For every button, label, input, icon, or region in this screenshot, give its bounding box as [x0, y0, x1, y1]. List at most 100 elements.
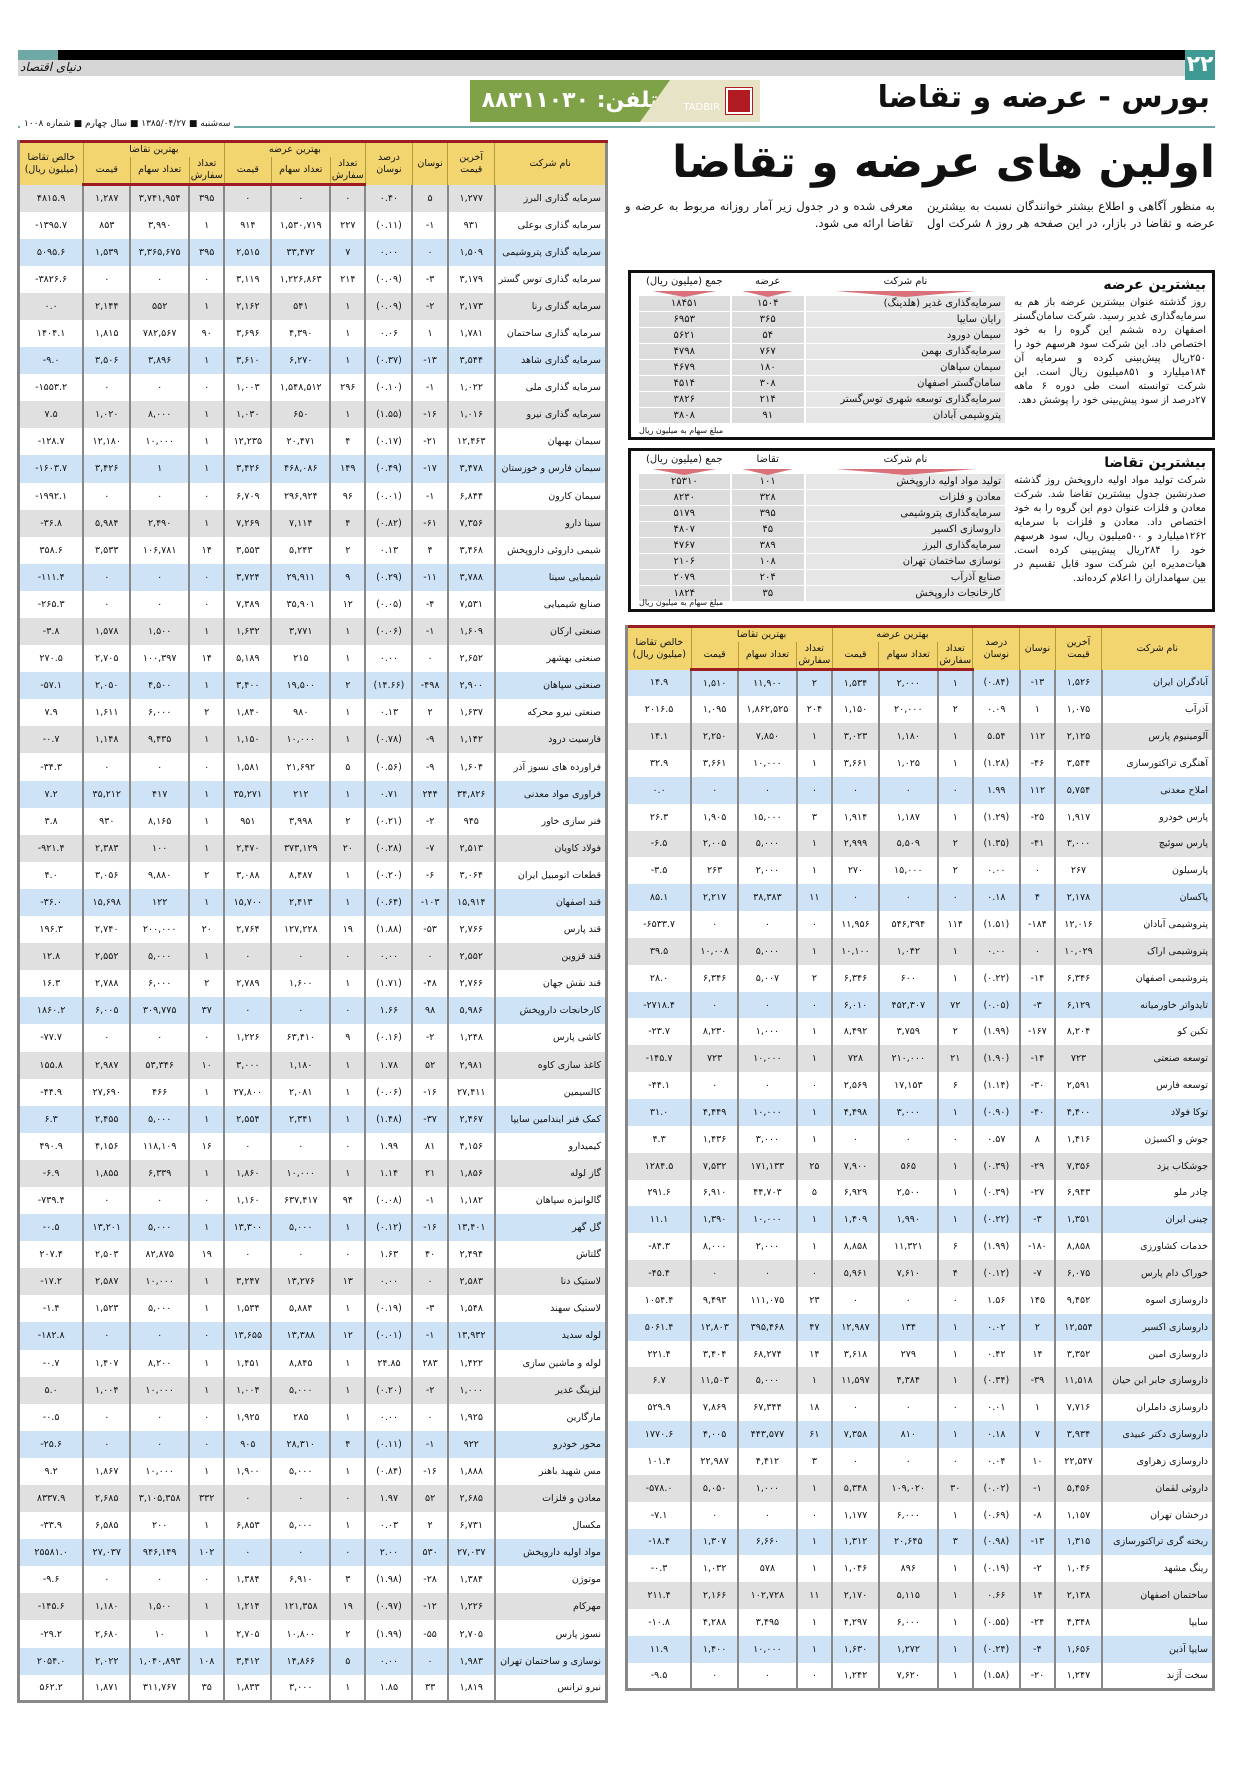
price-change: ۵: [411, 184, 448, 212]
company-name: صنایع شیمیایی: [493, 590, 607, 618]
supply-order-count: ۱: [936, 1555, 973, 1583]
demand-order-count: ۱: [795, 1555, 832, 1583]
supply-share-count: ۱۱,۳۲۱: [877, 1233, 938, 1261]
supply-order-count: ۱: [329, 888, 366, 917]
demand-share-count: ۱۰,۰۰۰: [129, 1268, 190, 1296]
price-change: ۰: [411, 645, 448, 673]
supply-share-count: ۳,۷۵۹: [877, 1018, 938, 1046]
demand-price: ۳,۵۰۶: [82, 347, 131, 375]
change-percent: (۱.۸۸): [364, 916, 413, 944]
company-name: کارخانجات داروپخش: [805, 586, 1005, 601]
supply-order-count: ۱: [936, 1582, 973, 1610]
company-name: سرمایه گذاری شاهد: [493, 347, 607, 375]
supply-share-count: ۳,۷۷۱: [270, 618, 331, 646]
company-name: پارس سوئیچ: [1100, 830, 1214, 858]
company-name: سیمان فارس و خوزستان: [493, 455, 607, 483]
change-percent: (۰.۵۵): [971, 1609, 1020, 1636]
last-price: ۱۲,۵۵۴: [1054, 1313, 1102, 1341]
last-price: ۱۲,۰۱۶: [1054, 911, 1102, 938]
demand-share-count: ۸,۲۰۰: [129, 1349, 190, 1377]
supply-order-count: ۱: [329, 645, 366, 673]
supply-share-count: ۵,۰۰۰: [270, 1214, 331, 1242]
table-row: محور خودرو ۹۲۲ -۱ (۰.۱۱) ۴ ۲۸,۳۱۰ ۹۰۵ ۰ ۰ ۰ -۲۵.۶: [17, 1430, 607, 1458]
supply-share-count: ۶۳۷,۴۱۷: [270, 1186, 331, 1215]
supply-order-count: ۲: [936, 857, 973, 885]
demand-price: ۲,۶۸۰: [82, 1620, 131, 1648]
demand-share-count: ۸,۱۶۵: [129, 807, 190, 835]
demand-share-count: ۰: [129, 1186, 190, 1215]
demand-share-count: ۱۰,۰۰۰: [737, 1045, 797, 1073]
supply-order-count: ۱: [329, 1105, 366, 1133]
net-demand: -۲۳.۷: [625, 1018, 692, 1046]
net-demand: ۷.۲: [17, 780, 84, 808]
demand-order-count: ۵: [795, 1179, 832, 1207]
supply-order-count: ۷: [329, 238, 366, 266]
table-row: کاغذ سازی کاوه ۲,۹۸۱ ۵۲ ۱.۷۸ ۱ ۱,۱۸۰ ۳,۰۰۰ ۱۰ ۵۳…: [17, 1051, 607, 1079]
net-demand: -۹۲۱.۴: [17, 834, 84, 862]
price-change: ۰: [1018, 857, 1056, 885]
net-demand: -۱۲۸.۷: [17, 428, 84, 456]
demand-order-count: ۱: [188, 1078, 225, 1106]
last-price: ۱,۰۴۶: [1054, 1555, 1102, 1583]
net-demand: -۲۵.۶: [17, 1430, 84, 1458]
demand-share-count: ۱۱۸,۱۰۹: [129, 1132, 190, 1160]
supply-price: ۰: [223, 1241, 272, 1269]
net-demand: ۵.۰: [17, 1376, 84, 1404]
company-name: پتروشیمی اراک: [1100, 937, 1214, 965]
change-percent: (۱۴.۶۶): [364, 672, 413, 700]
change-percent: (۰.۰۵): [971, 991, 1020, 1019]
demand-order-count: ۱: [188, 211, 225, 239]
demand-price: ۱,۹۰۵: [690, 803, 739, 831]
demand-price: ۱,۸۷۱: [82, 1674, 131, 1702]
table-row: ریخته گری تراکتورسازی ۱,۳۱۵ -۱۳ (۰.۹۸) ۳ ۲۰,۶…: [625, 1528, 1214, 1556]
table-row: سایپا آذین ۱,۶۵۶ -۴ (۰.۲۴) ۱ ۱,۲۷۲ ۱,۶۳۰ ۱ ۱۰,۰۰…: [625, 1635, 1214, 1663]
table-row: داروسازی اسوه ۹,۴۵۲ ۱۴۵ ۱.۵۶ ۰ ۰ ۰ ۲۳ ۱۱۱,۰۷۵ ۹,۴…: [625, 1286, 1214, 1314]
demand-share-count: ۱۰: [129, 1620, 190, 1648]
demand-share-count: ۱۰۲,۷۲۸: [737, 1582, 797, 1610]
company-name: صنعتی سپاهان: [493, 672, 607, 700]
price-change: ۹۸: [411, 997, 448, 1025]
demand-order-count: ۱: [188, 1105, 225, 1133]
supply-share-count: ۱۳,۳۸۸: [270, 1322, 331, 1350]
demand-order-count: ۱: [795, 1528, 832, 1556]
supply-share-count: ۱,۰۲۵: [877, 750, 938, 777]
company-name: فارسیت درود: [493, 726, 607, 754]
supply-price: ۵,۳۴۸: [831, 1474, 879, 1502]
table-row: فنر سازی خاور ۹۴۵ -۲ (۰.۲۱) ۲ ۳,۹۹۸ ۹۵۱ ۱ ۸,۱۶۵ ۹…: [17, 807, 607, 835]
net-demand: ۲۲۱.۴: [625, 1340, 692, 1368]
supply-share-count: ۶,۹۱۰: [270, 1566, 331, 1594]
demand-order-count: ۰: [188, 1566, 225, 1594]
demand-price: ۷۲۳: [690, 1045, 739, 1073]
supply-share-count: ۶۳,۴۱۰: [270, 1024, 331, 1052]
supply-text: روز گذشته عنوان بیشترین عرضه باز هم به س…: [1014, 297, 1206, 406]
company-name: پارس خودرو: [1100, 803, 1214, 831]
table-row: توسعه فارس ۲,۵۹۱ -۳۰ (۱.۱۴) ۶ ۱۷,۱۵۳ ۲,۵۶۹ ۰ ۰ ۰-…: [625, 1072, 1214, 1099]
demand-order-count: ۱: [188, 780, 225, 808]
demand-price: ۴,۲۸۸: [690, 1609, 739, 1636]
demand-price: ۱۰,۰۰۸: [690, 937, 739, 965]
change-percent: ۱.۶۶: [364, 997, 413, 1025]
supply-price: ۶,۸۵۳: [223, 1512, 272, 1540]
supply-order-count: ۱: [936, 1340, 973, 1368]
demand-price: ۶,۵۸۵: [82, 1512, 131, 1540]
demand-order-count: ۱: [795, 1474, 832, 1502]
table-row: کمک فنر ایندامین سایپا ۲,۴۶۷ -۳۷ (۱.۴۸) ۱ ۲,۳…: [17, 1105, 607, 1133]
demand-share-count: ۷,۸۵۰: [737, 723, 797, 751]
header-demand-order-count: تعداد سفارش: [796, 642, 832, 671]
demand-share-count: ۴۴,۷۰۳: [737, 1179, 797, 1207]
net-demand: ۲۰۱۶.۵: [625, 696, 692, 724]
supply-order-count: ۲۰: [329, 834, 366, 862]
price-change: -۲۱: [411, 428, 448, 456]
table-row: پتروشیمی اراک ۱۰,۰۲۹ ۰ ۰.۰۰ ۱ ۱,۰۴۲ ۱۰,۱۰۰ ۱ ۵,۰…: [625, 937, 1214, 965]
last-price: ۱,۶۵۶: [1054, 1635, 1102, 1663]
demand-price: ۲,۷۰۵: [82, 645, 131, 673]
last-price: ۲۷,۴۱۱: [446, 1078, 495, 1106]
table-row: قند نقش جهان ۲,۷۶۶ -۴۸ (۱.۷۱) ۱ ۱,۶۰۰ ۲,۷۸۹ ۲ ۶,…: [17, 970, 607, 998]
total-value: ۱۸۲۴: [639, 586, 730, 601]
supply-price: ۲,۱۷۰: [831, 1582, 879, 1610]
price-change: ۲۴۴: [411, 780, 448, 808]
demand-share-count: ۱۷۱,۱۳۳: [737, 1152, 797, 1180]
net-demand: -۰.۵: [17, 1214, 84, 1242]
table-row: فراورده های نسوز آذر ۱,۶۰۴ -۹ (۰.۵۶) ۵ ۲۱,۶۹۲…: [17, 753, 607, 781]
supply-order-count: ۱: [329, 970, 366, 998]
